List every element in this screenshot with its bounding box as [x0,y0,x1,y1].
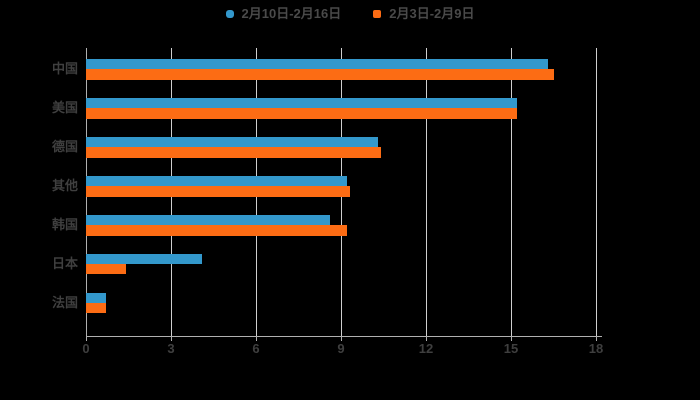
x-tick-15 [511,337,512,341]
legend-marker-icon [225,10,234,18]
x-tick-label: 0 [82,341,90,356]
x-axis-line [86,336,602,337]
legend-item-series-1[interactable]: 2月3日-2月9日 [373,5,474,23]
legend-label: 2月3日-2月9日 [389,6,475,21]
bar-日本-series-1 [86,264,126,275]
bar-韩国-series-0 [86,214,330,226]
y-axis-labels: 中国美国德国其他韩国日本法国 [0,48,78,336]
bar-日本-series-0 [86,253,203,265]
category-label: 中国 [51,61,78,77]
legend-item-series-0[interactable]: 2月10日-2月16日 [225,5,342,23]
x-tick-3 [171,337,172,341]
category-label: 法国 [51,294,78,310]
bar-法国-series-1 [86,302,106,314]
category-label: 其他 [51,178,78,194]
bar-其他-series-1 [86,186,350,197]
x-tick-label: 6 [252,341,260,356]
chart-legend: 2月10日-2月16日 2月3日-2月9日 [0,4,700,24]
category-label: 美国 [51,100,78,116]
x-tick-label: 18 [588,341,604,356]
x-tick-12 [426,337,427,341]
bar-美国-series-0 [86,97,517,109]
bar-中国-series-1 [86,69,554,80]
x-tick-6 [256,337,257,341]
x-tick-label: 12 [418,341,434,356]
x-tick-label: 15 [503,341,519,356]
legend-label: 2月10日-2月16日 [241,6,342,21]
bar-德国-series-1 [86,147,381,158]
x-tick-label: 9 [337,341,345,356]
bar-德国-series-0 [86,136,378,148]
bar-其他-series-0 [86,175,347,187]
category-label: 日本 [51,256,78,272]
gridline-x-12 [426,48,427,336]
bar-法国-series-0 [86,292,106,303]
x-tick-9 [341,337,342,341]
gridline-x-18 [596,48,597,336]
bar-美国-series-1 [86,108,517,119]
bar-韩国-series-1 [86,225,347,236]
category-label: 德国 [51,139,78,155]
legend-marker-icon [373,10,382,18]
gridline-x-15 [511,48,512,336]
plot-area [86,48,597,336]
x-tick-label: 3 [167,341,175,356]
bar-中国-series-0 [86,59,548,70]
x-tick-0 [86,337,87,341]
category-label: 韩国 [51,217,78,233]
x-tick-18 [596,337,597,341]
